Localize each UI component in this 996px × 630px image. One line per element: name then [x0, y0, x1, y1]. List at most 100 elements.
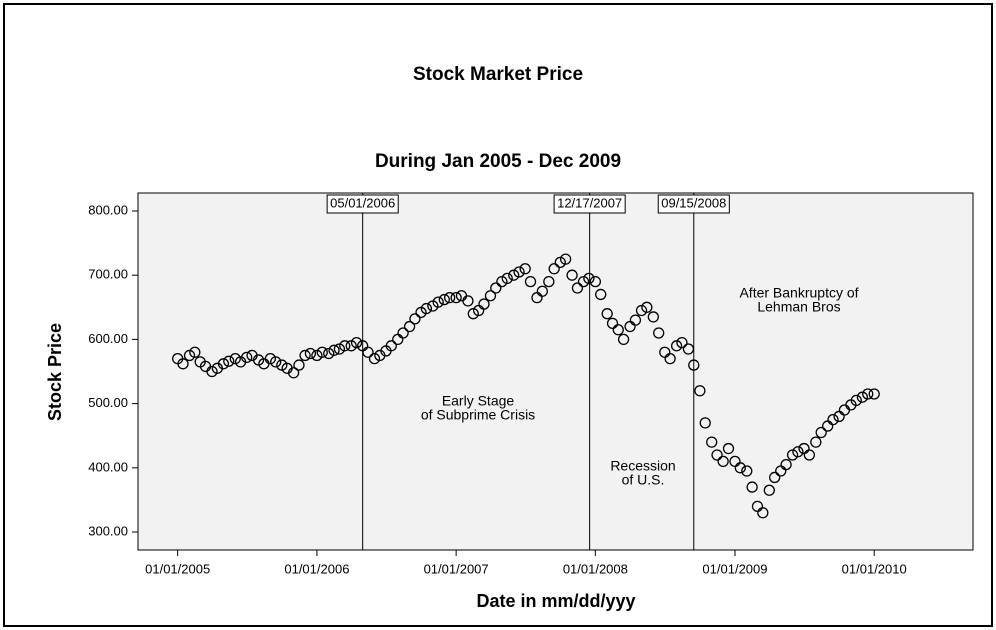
point: [641, 301, 653, 313]
y-tick-label: 400.00: [88, 459, 128, 474]
x-tick-label: 01/01/2009: [702, 561, 767, 576]
point: [299, 349, 311, 362]
point: [862, 388, 874, 400]
point: [409, 313, 421, 325]
point: [868, 388, 880, 400]
point: [763, 484, 775, 496]
point: [694, 385, 706, 397]
point: [606, 317, 619, 329]
point: [706, 436, 718, 448]
point: [189, 346, 201, 358]
point: [524, 275, 537, 288]
annotation: Recession: [610, 458, 675, 474]
point: [350, 336, 363, 349]
point: [768, 471, 781, 484]
point: [734, 462, 746, 474]
point: [217, 358, 230, 370]
plot-area: [137, 192, 974, 551]
point: [548, 263, 560, 275]
point: [850, 394, 862, 407]
x-tick-label: 01/01/2008: [563, 561, 628, 576]
point: [617, 333, 630, 346]
reference-label: 05/01/2006: [330, 195, 395, 210]
point: [676, 336, 688, 349]
point: [827, 414, 839, 426]
point: [741, 465, 753, 477]
point: [420, 302, 433, 315]
point: [595, 288, 607, 301]
point: [304, 347, 317, 360]
point: [519, 263, 531, 275]
point: [664, 353, 676, 365]
reference-label-box: [657, 194, 730, 214]
point: [513, 266, 525, 278]
reference-label-box: [553, 194, 626, 214]
point: [803, 449, 816, 461]
point: [385, 340, 397, 352]
point: [438, 293, 450, 306]
y-axis-label: Stock Price: [45, 323, 65, 421]
point: [792, 446, 804, 458]
reference-label: 09/15/2008: [661, 195, 726, 210]
y-tick-label: 600.00: [88, 331, 128, 346]
annotation: After Bankruptcy of: [739, 285, 858, 301]
point: [566, 269, 578, 281]
point: [432, 296, 444, 308]
reference-label-box: [326, 194, 399, 214]
point: [362, 346, 374, 358]
point: [810, 436, 822, 448]
point: [601, 308, 613, 320]
annotation: Lehman Bros: [757, 299, 840, 315]
y-tick-label: 700.00: [88, 267, 128, 282]
y-tick-label: 800.00: [88, 202, 128, 217]
point: [501, 272, 513, 285]
point: [490, 282, 502, 294]
point: [682, 343, 695, 355]
point: [223, 355, 235, 367]
annotation: Early Stage: [442, 393, 515, 409]
reference-label: 12/17/2007: [557, 195, 622, 210]
point: [543, 275, 555, 288]
x-axis-label: Date in mm/dd/yyy: [476, 591, 635, 611]
point: [757, 507, 769, 519]
point: [589, 275, 602, 288]
point: [328, 344, 340, 356]
point: [484, 290, 497, 302]
point: [241, 351, 253, 364]
point: [653, 327, 665, 339]
point: [397, 327, 409, 339]
x-tick-label: 01/01/2005: [145, 561, 210, 576]
point: [443, 292, 456, 304]
point: [462, 295, 474, 307]
point: [780, 458, 792, 471]
point: [339, 340, 351, 352]
point: [536, 285, 548, 297]
point: [403, 320, 416, 333]
point: [711, 449, 723, 461]
chart-subtitle: During Jan 2005 - Dec 2009: [375, 151, 621, 172]
point: [688, 359, 700, 371]
point: [478, 298, 490, 310]
point: [559, 253, 572, 265]
point: [287, 367, 300, 379]
point: [450, 292, 462, 304]
point: [647, 311, 659, 323]
point: [746, 481, 758, 493]
annotation: of U.S.: [622, 472, 665, 488]
point: [815, 426, 827, 439]
annotation: of Subprime Crisis: [421, 407, 535, 423]
point: [583, 272, 595, 285]
x-tick-label: 01/01/2007: [424, 561, 489, 576]
point: [717, 455, 729, 468]
point: [177, 358, 189, 370]
x-tick-label: 01/01/2010: [842, 561, 907, 576]
point: [612, 324, 624, 336]
chart-title: Stock Market Price: [413, 64, 583, 85]
x-tick-label: 01/01/2006: [284, 561, 349, 576]
y-tick-label: 300.00: [88, 523, 128, 538]
point: [293, 359, 305, 371]
point: [722, 442, 735, 455]
point: [699, 417, 711, 429]
point: [316, 346, 328, 358]
